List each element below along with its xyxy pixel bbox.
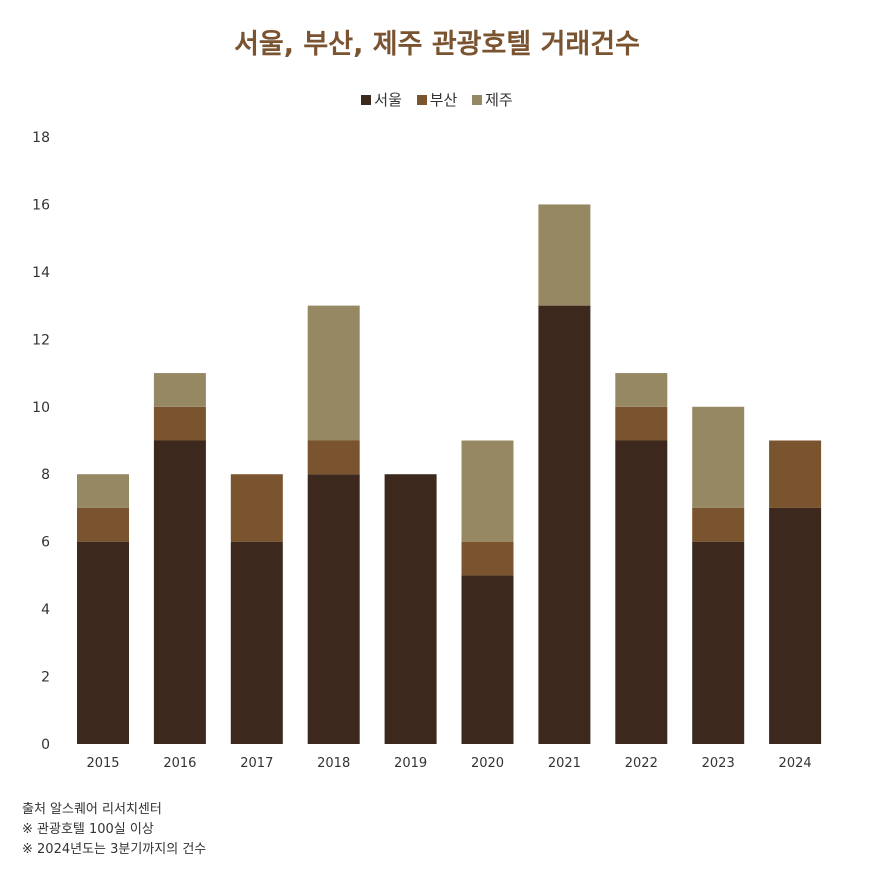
x-tick-label: 2019 xyxy=(394,756,427,771)
legend-item-jeju: 제주 xyxy=(472,91,513,109)
legend-label: 서울 xyxy=(374,91,402,109)
legend-swatch xyxy=(416,95,427,105)
bar-segment xyxy=(77,541,129,744)
legend-label: 제주 xyxy=(485,91,513,109)
x-tick-label: 2024 xyxy=(779,756,812,771)
y-tick-label: 4 xyxy=(41,602,50,618)
bar-segment xyxy=(153,440,206,744)
bar-segment xyxy=(692,406,745,508)
legend-label: 부산 xyxy=(429,91,458,109)
y-tick-label: 14 xyxy=(32,265,50,281)
bar-segment xyxy=(307,474,360,744)
legend-swatch xyxy=(361,95,372,105)
bar-segment xyxy=(692,507,745,542)
y-tick-label: 0 xyxy=(41,737,50,753)
bar-segment xyxy=(230,541,283,744)
x-tick-label: 2015 xyxy=(86,756,119,771)
y-tick-label: 16 xyxy=(32,197,50,213)
bar-segment xyxy=(461,541,514,576)
y-tick-label: 12 xyxy=(32,332,50,348)
x-tick-label: 2023 xyxy=(702,756,735,771)
bar-segment xyxy=(153,373,206,407)
bar-segment xyxy=(307,305,360,441)
x-tick-label: 2017 xyxy=(240,756,273,771)
bar-segment xyxy=(461,440,514,542)
footnote: ※ 2024년도는 3분기까지의 건수 xyxy=(22,842,207,857)
chart-title: 서울, 부산, 제주 관광호텔 거래건수 xyxy=(234,29,640,60)
footnote: ※ 관광호텔 100실 이상 xyxy=(22,822,154,837)
bar-segment xyxy=(615,440,668,744)
bar-segment xyxy=(692,541,745,744)
bar-segment xyxy=(615,406,668,441)
x-tick-label: 2020 xyxy=(471,756,504,771)
x-tick-label: 2016 xyxy=(163,756,196,771)
bar-segment xyxy=(307,440,360,475)
bar-segment xyxy=(230,474,283,542)
y-tick-label: 8 xyxy=(41,467,50,483)
bar-segment xyxy=(769,440,822,508)
legend: 서울 부산 제주 xyxy=(0,89,874,110)
legend-item-seoul: 서울 xyxy=(361,91,402,109)
legend-item-busan: 부산 xyxy=(416,91,458,109)
bar-segment xyxy=(77,507,129,542)
bar-segment xyxy=(461,575,514,744)
bar-segment xyxy=(153,406,206,441)
y-tick-label: 10 xyxy=(32,400,50,416)
bar-segment xyxy=(538,204,591,306)
bar-segment xyxy=(77,474,129,508)
legend-swatch xyxy=(472,95,483,105)
y-tick-label: 18 xyxy=(32,130,50,146)
y-tick-label: 2 xyxy=(41,670,50,686)
bar-segment xyxy=(538,305,591,744)
x-tick-label: 2021 xyxy=(548,756,581,771)
source-note: 출처 알스퀘어 리서치센터 xyxy=(22,802,162,817)
bar-segment xyxy=(769,507,822,744)
bar-segment xyxy=(615,373,668,407)
x-tick-label: 2022 xyxy=(625,756,658,771)
bar-segment xyxy=(384,474,437,744)
x-tick-label: 2018 xyxy=(317,756,350,771)
y-tick-label: 6 xyxy=(41,535,50,551)
footnotes: 출처 알스퀘어 리서치센터 ※ 관광호텔 100실 이상 ※ 2024년도는 3… xyxy=(22,800,206,860)
